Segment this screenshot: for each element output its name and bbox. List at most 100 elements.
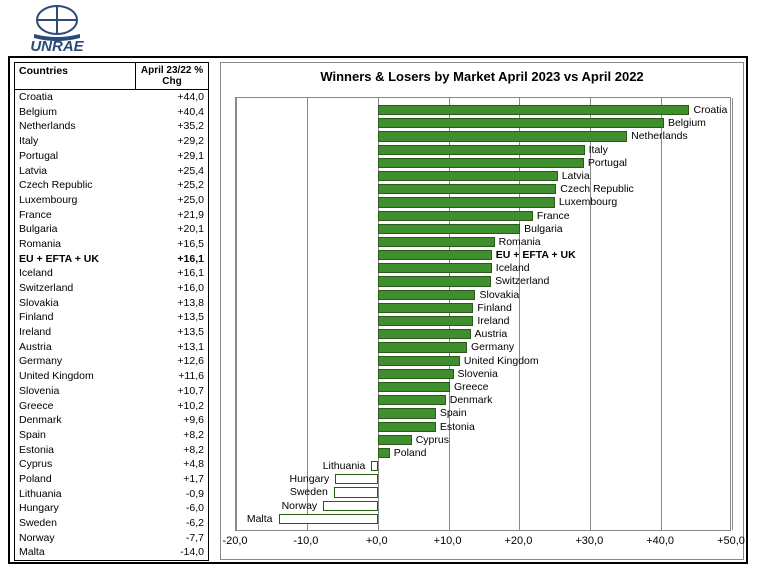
bar-row: Germany bbox=[236, 341, 730, 354]
bar bbox=[378, 118, 664, 128]
bar-label: Netherlands bbox=[631, 130, 688, 143]
bar-row: Portugal bbox=[236, 157, 730, 170]
row-value: +16,5 bbox=[136, 239, 208, 250]
table-row: Luxembourg+25,0 bbox=[15, 193, 208, 208]
bar-row: Hungary bbox=[236, 473, 730, 486]
row-value: +10,2 bbox=[136, 401, 208, 412]
row-country: Slovakia bbox=[15, 298, 136, 309]
bar-chart: Winners & Losers by Market April 2023 vs… bbox=[220, 62, 744, 560]
row-country: Austria bbox=[15, 342, 136, 353]
row-country: Bulgaria bbox=[15, 224, 136, 235]
bar bbox=[378, 211, 533, 221]
row-value: +1,7 bbox=[136, 474, 208, 485]
row-value: +4,8 bbox=[136, 459, 208, 470]
table-row: Switzerland+16,0 bbox=[15, 281, 208, 296]
row-value: +25,2 bbox=[136, 180, 208, 191]
table-row: Lithuania-0,9 bbox=[15, 487, 208, 502]
row-value: +35,2 bbox=[136, 121, 208, 132]
data-table: Countries April 23/22 % Chg Croatia+44,0… bbox=[14, 62, 209, 561]
bar-row: Austria bbox=[236, 328, 730, 341]
bar-label: EU + EFTA + UK bbox=[496, 249, 576, 262]
row-country: Ireland bbox=[15, 327, 136, 338]
row-country: Luxembourg bbox=[15, 195, 136, 206]
svg-text:UNRAE: UNRAE bbox=[30, 38, 84, 54]
bar bbox=[378, 197, 555, 207]
bar bbox=[378, 263, 492, 273]
x-tick-label: +30,0 bbox=[575, 535, 603, 547]
bar bbox=[378, 158, 584, 168]
bar-row: Finland bbox=[236, 302, 730, 315]
row-value: +25,4 bbox=[136, 166, 208, 177]
table-row: Hungary-6,0 bbox=[15, 501, 208, 516]
bar-label: Belgium bbox=[668, 117, 706, 130]
bar-row: Croatia bbox=[236, 104, 730, 117]
row-country: Iceland bbox=[15, 268, 136, 279]
row-value: +25,0 bbox=[136, 195, 208, 206]
bar bbox=[334, 487, 378, 497]
bar-row: United Kingdom bbox=[236, 355, 730, 368]
table-row: Poland+1,7 bbox=[15, 472, 208, 487]
table-row: Iceland+16,1 bbox=[15, 266, 208, 281]
row-country: Malta bbox=[15, 547, 136, 558]
bar-label: Switzerland bbox=[495, 275, 549, 288]
row-country: Greece bbox=[15, 401, 136, 412]
bar-label: Austria bbox=[475, 328, 508, 341]
row-value: +13,5 bbox=[136, 312, 208, 323]
row-country: Switzerland bbox=[15, 283, 136, 294]
bar-row: Estonia bbox=[236, 421, 730, 434]
bar-row: Italy bbox=[236, 144, 730, 157]
x-tick-label: -10,0 bbox=[293, 535, 318, 547]
table-row: Slovenia+10,7 bbox=[15, 384, 208, 399]
bar bbox=[378, 408, 436, 418]
bar-label: Bulgaria bbox=[524, 223, 563, 236]
bar-label: Norway bbox=[282, 500, 318, 513]
row-country: Norway bbox=[15, 533, 136, 544]
table-row: Netherlands+35,2 bbox=[15, 119, 208, 134]
row-country: EU + EFTA + UK bbox=[15, 254, 136, 265]
bar bbox=[279, 514, 378, 524]
bar-row: Czech Republic bbox=[236, 183, 730, 196]
chart-title: Winners & Losers by Market April 2023 vs… bbox=[221, 69, 743, 84]
row-value: +13,1 bbox=[136, 342, 208, 353]
x-tick-label: +40,0 bbox=[646, 535, 674, 547]
bar-row: Luxembourg bbox=[236, 196, 730, 209]
bar-row: Netherlands bbox=[236, 130, 730, 143]
bar bbox=[378, 290, 476, 300]
bar-label: Denmark bbox=[450, 394, 493, 407]
table-row: Finland+13,5 bbox=[15, 310, 208, 325]
table-row: Spain+8,2 bbox=[15, 428, 208, 443]
table-row: Denmark+9,6 bbox=[15, 413, 208, 428]
table-header: Countries April 23/22 % Chg bbox=[15, 63, 208, 90]
header-countries: Countries bbox=[15, 63, 136, 89]
bar bbox=[378, 224, 520, 234]
bar-row: Bulgaria bbox=[236, 223, 730, 236]
bar bbox=[378, 105, 690, 115]
bar-label: Hungary bbox=[290, 473, 330, 486]
row-country: France bbox=[15, 210, 136, 221]
row-value: +29,1 bbox=[136, 151, 208, 162]
row-country: Estonia bbox=[15, 445, 136, 456]
table-row: Italy+29,2 bbox=[15, 134, 208, 149]
table-row: Malta-14,0 bbox=[15, 545, 208, 560]
bar-row: Spain bbox=[236, 407, 730, 420]
table-row: Czech Republic+25,2 bbox=[15, 178, 208, 193]
row-country: Finland bbox=[15, 312, 136, 323]
table-row: Greece+10,2 bbox=[15, 398, 208, 413]
bar-row: Malta bbox=[236, 513, 730, 526]
bar bbox=[378, 448, 390, 458]
bar bbox=[378, 276, 491, 286]
row-value: -14,0 bbox=[136, 547, 208, 558]
table-row: Norway-7,7 bbox=[15, 531, 208, 546]
bar-label: Romania bbox=[499, 236, 541, 249]
bar bbox=[378, 316, 474, 326]
bar bbox=[335, 474, 378, 484]
bar-label: Portugal bbox=[588, 157, 627, 170]
row-value: +16,1 bbox=[136, 254, 208, 265]
table-row: Croatia+44,0 bbox=[15, 90, 208, 105]
bar-label: Slovenia bbox=[458, 368, 498, 381]
bar-row: Slovenia bbox=[236, 368, 730, 381]
gridline bbox=[732, 98, 733, 530]
table-row: Sweden-6,2 bbox=[15, 516, 208, 531]
x-tick-label: +0,0 bbox=[366, 535, 388, 547]
bar-row: Sweden bbox=[236, 486, 730, 499]
